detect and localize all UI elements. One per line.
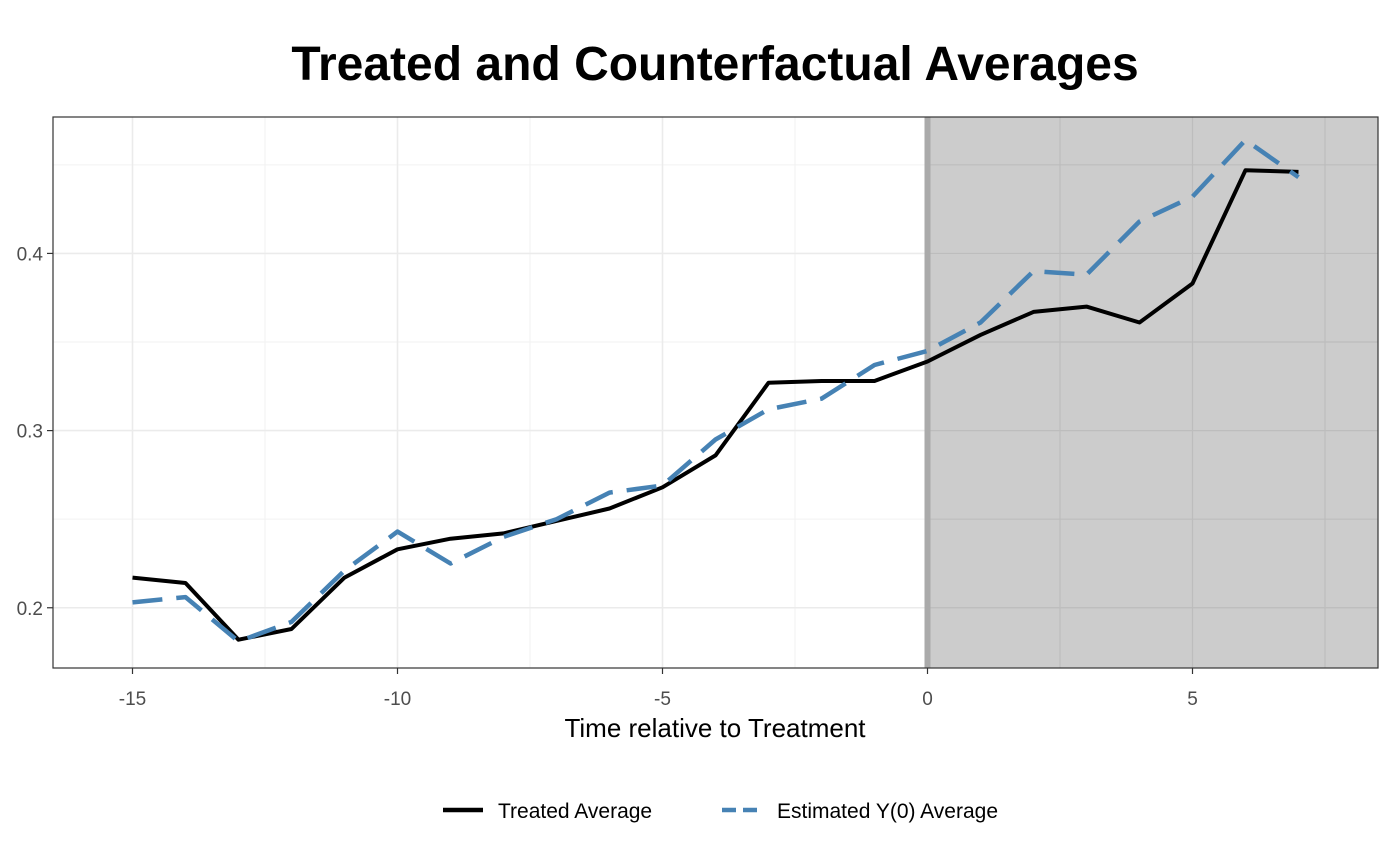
panel-border — [52, 116, 1379, 669]
grid-lines — [53, 117, 1378, 668]
y-axis: 0.2 0.3 0.4 — [17, 244, 53, 620]
shaded-region — [927, 117, 1378, 668]
y-tick-label: 0.3 — [17, 422, 43, 443]
plot-panel — [52, 116, 1379, 669]
legend-label-1: Treated Average — [498, 800, 652, 823]
treatment-period-region — [924, 117, 1378, 668]
series-lines — [132, 137, 1300, 644]
x-tick-label: 0 — [922, 689, 933, 710]
x-axis-title: Time relative to Treatment — [564, 713, 866, 743]
x-tick-label: -10 — [384, 689, 411, 710]
x-tick-label: 5 — [1187, 689, 1198, 710]
chart-title: Treated and Counterfactual Averages — [291, 38, 1138, 91]
legend-label-2: Estimated Y(0) Average — [777, 800, 998, 823]
legend: Treated Average Estimated Y(0) Average — [443, 800, 998, 823]
y-tick-label: 0.4 — [17, 244, 44, 265]
series-line-2 — [132, 137, 1300, 644]
x-tick-label: -15 — [119, 689, 146, 710]
y-tick-label: 0.2 — [17, 599, 43, 620]
x-tick-label: -5 — [654, 689, 671, 710]
x-axis: -15 -10 -5 0 5 — [119, 668, 1198, 710]
